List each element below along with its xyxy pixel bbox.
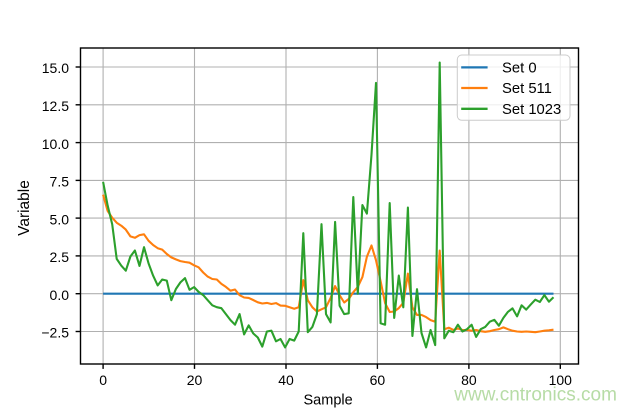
svg-text:40: 40	[278, 372, 294, 388]
svg-text:12.5: 12.5	[42, 98, 69, 114]
svg-text:−2.5: −2.5	[41, 325, 69, 341]
svg-text:Sample: Sample	[304, 393, 353, 409]
svg-text:Variable: Variable	[16, 180, 33, 236]
svg-text:Set 1023: Set 1023	[502, 102, 561, 118]
svg-text:Set 0: Set 0	[502, 61, 537, 77]
svg-text:Set 511: Set 511	[502, 81, 552, 97]
svg-text:0.0: 0.0	[50, 287, 70, 303]
svg-text:2.5: 2.5	[50, 249, 70, 265]
svg-text:www.cntronics.com: www.cntronics.com	[453, 384, 617, 405]
svg-text:5.0: 5.0	[50, 211, 70, 227]
svg-text:20: 20	[187, 372, 203, 388]
svg-text:80: 80	[461, 372, 477, 388]
svg-text:100: 100	[549, 372, 573, 388]
svg-text:0: 0	[99, 372, 107, 388]
svg-text:10.0: 10.0	[42, 136, 69, 152]
svg-text:7.5: 7.5	[50, 174, 70, 190]
svg-text:60: 60	[370, 372, 386, 388]
svg-text:15.0: 15.0	[42, 60, 69, 76]
